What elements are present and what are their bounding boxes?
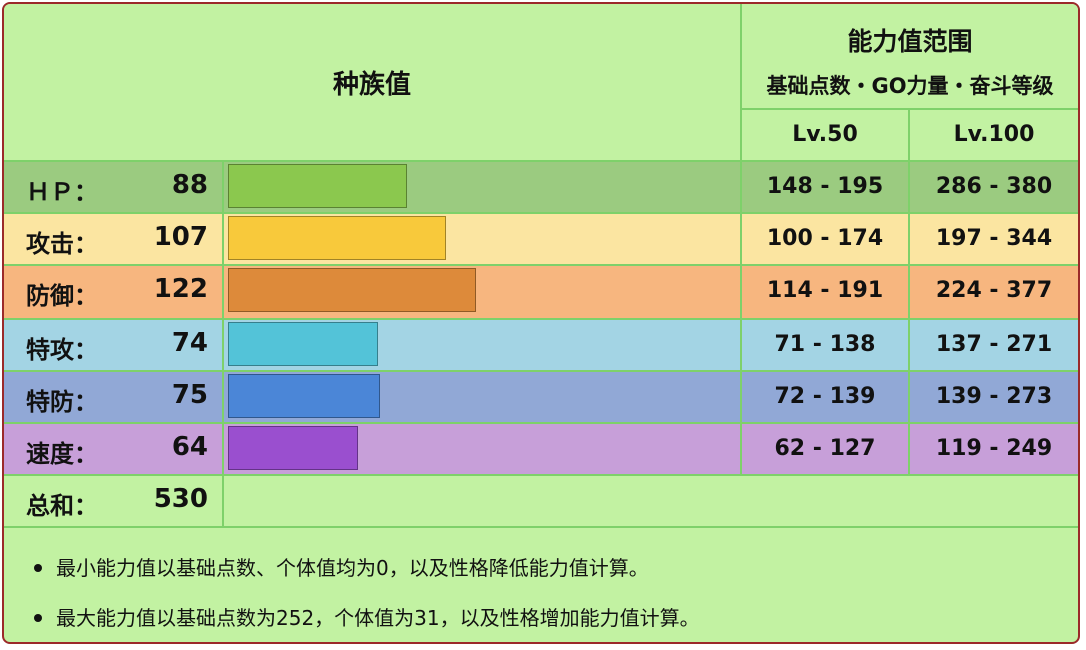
- stat-value: 64: [171, 432, 208, 462]
- stat-row: [4, 422, 1078, 474]
- stat-bar: [228, 374, 380, 418]
- total-value: 530: [153, 484, 208, 514]
- range-subtitle: 基础点数・GO力量・奋斗等级: [766, 74, 1054, 98]
- stat-row: [4, 370, 1078, 422]
- stat-value: 88: [171, 170, 208, 200]
- stat-value: 122: [153, 274, 208, 304]
- stat-row: [4, 264, 1078, 318]
- note-max-text: 最大能力值以基础点数为252，个体值为31，以及性格增加能力值计算。: [56, 606, 700, 630]
- divider: [740, 108, 1078, 110]
- range-lv50: 100 - 174: [766, 226, 884, 251]
- stat-row: [4, 160, 1078, 212]
- note-min: 最小能力值以基础点数、个体值均为0，以及性格降低能力值计算。: [34, 552, 649, 581]
- range-lv50: 148 - 195: [766, 174, 884, 199]
- lv100-heading: Lv.100: [953, 122, 1035, 147]
- total-label: 总和：: [26, 492, 98, 520]
- range-lv100: 197 - 344: [935, 226, 1053, 251]
- divider: [4, 212, 1078, 214]
- stat-bar: [228, 322, 378, 366]
- stat-value: 75: [171, 380, 208, 410]
- base-stats-heading: 种族值: [332, 70, 411, 100]
- stat-label: 特防：: [26, 388, 98, 416]
- divider: [908, 108, 910, 474]
- range-title: 能力值范围: [847, 27, 973, 56]
- stat-bar: [228, 268, 476, 312]
- divider: [4, 422, 1078, 424]
- range-lv100: 139 - 273: [935, 384, 1053, 409]
- stat-value: 74: [171, 328, 208, 358]
- divider: [4, 160, 1078, 162]
- divider: [4, 526, 1078, 528]
- range-lv100: 224 - 377: [935, 278, 1053, 303]
- lv50-heading: Lv.50: [792, 122, 858, 147]
- divider: [4, 370, 1078, 372]
- stat-label: 特攻：: [26, 336, 98, 364]
- stat-bar: [228, 216, 446, 260]
- divider: [4, 318, 1078, 320]
- range-lv50: 72 - 139: [774, 384, 876, 409]
- stat-row: [4, 212, 1078, 264]
- divider: [4, 474, 1078, 476]
- stat-bar: [228, 164, 407, 208]
- bullet-icon: [34, 613, 42, 622]
- stat-label: ＨＰ：: [26, 178, 98, 206]
- total-row: [4, 474, 1078, 526]
- stat-label: 攻击：: [26, 230, 98, 258]
- range-lv50: 114 - 191: [766, 278, 884, 303]
- stat-row: [4, 318, 1078, 370]
- range-lv100: 286 - 380: [935, 174, 1053, 199]
- stat-value: 107: [153, 222, 208, 252]
- divider: [4, 264, 1078, 266]
- range-lv50: 71 - 138: [774, 332, 876, 357]
- divider: [222, 160, 224, 526]
- header-row: [4, 4, 1078, 160]
- note-min-text: 最小能力值以基础点数、个体值均为0，以及性格降低能力值计算。: [56, 556, 649, 580]
- stat-bar: [228, 426, 358, 470]
- stat-label: 速度：: [26, 440, 98, 468]
- range-lv100: 119 - 249: [935, 436, 1053, 461]
- bullet-icon: [34, 563, 42, 572]
- note-max: 最大能力值以基础点数为252，个体值为31，以及性格增加能力值计算。: [34, 602, 700, 631]
- range-lv100: 137 - 271: [935, 332, 1053, 357]
- divider: [740, 4, 742, 474]
- stat-label: 防御：: [26, 282, 98, 310]
- range-lv50: 62 - 127: [774, 436, 876, 461]
